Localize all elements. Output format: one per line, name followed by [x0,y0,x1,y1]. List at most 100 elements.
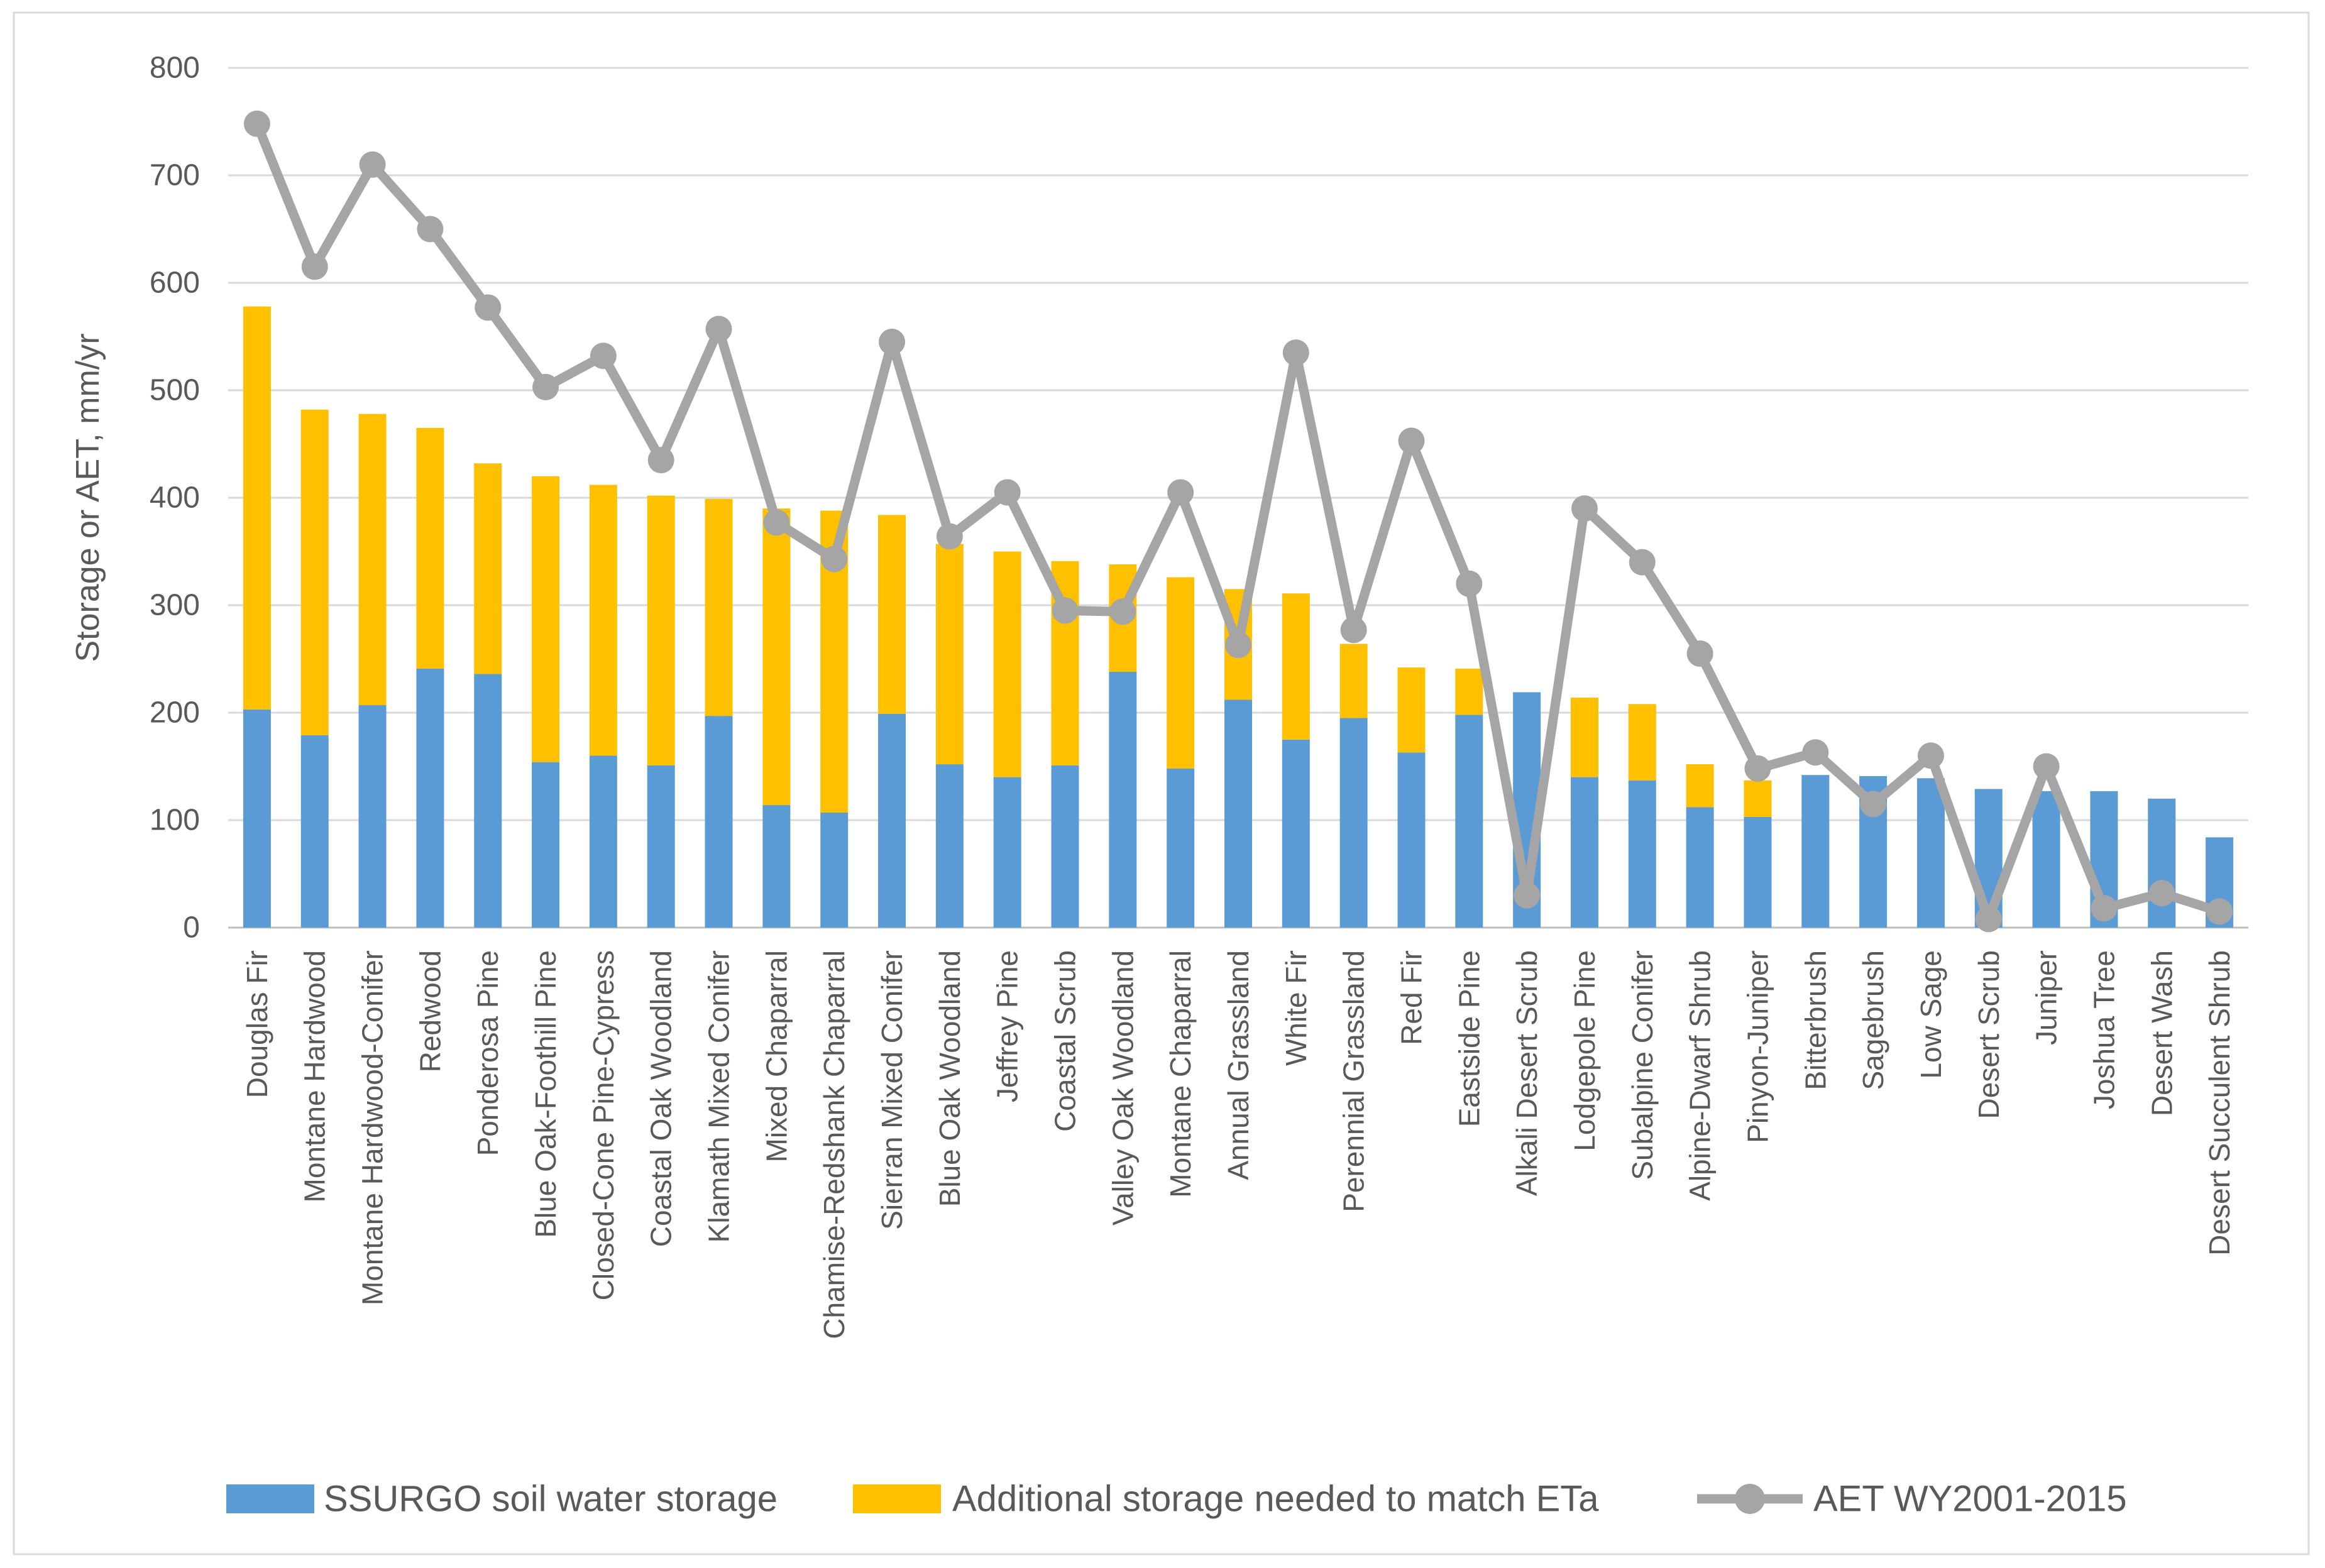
legend-item-aet: AET WY2001-2015 [1697,1479,2127,1520]
bar-ssurgo-31 [2032,791,2060,928]
bar-additional-8 [705,498,733,716]
aet-point-6 [590,343,617,370]
aet-point-8 [705,315,732,343]
legend-item-additional-label: Additional storage needed to match ETa [952,1479,1599,1520]
aet-point-20 [1398,427,1425,454]
x-category-label-4: Ponderosa Pine [471,950,504,1156]
aet-point-33 [2148,880,2175,907]
y-axis-title: Storage or AET, mm/yr [70,333,106,662]
bar-ssurgo-8 [705,716,733,928]
bar-additional-20 [1397,667,1426,753]
bar-ssurgo-19 [1339,718,1368,928]
y-tick-label-700: 700 [150,159,200,192]
aet-point-4 [475,294,502,321]
x-category-label-21: Eastside Pine [1453,950,1485,1127]
bar-additional-1 [300,409,329,735]
bar-ssurgo-26 [1744,816,1772,928]
aet-point-1 [301,253,328,280]
x-category-label-34: Desert Succulent Shrub [2203,950,2236,1256]
bar-ssurgo-24 [1628,780,1656,928]
bar-additional-12 [935,544,964,765]
aet-point-29 [1917,742,1944,769]
bar-additional-23 [1570,698,1598,777]
bar-ssurgo-33 [2148,798,2176,928]
aet-point-34 [2206,898,2233,925]
bar-additional-4 [474,463,502,674]
bar-additional-25 [1686,764,1714,808]
x-category-label-26: Pinyon-Juniper [1741,950,1774,1143]
bar-ssurgo-6 [589,755,617,928]
bar-additional-13 [993,551,1021,777]
bar-ssurgo-27 [1801,775,1830,928]
aet-point-21 [1456,570,1483,597]
aet-point-18 [1282,339,1309,366]
aet-point-23 [1571,495,1598,522]
x-category-label-29: Low Sage [1915,950,1947,1079]
bar-additional-24 [1628,704,1656,781]
bar-additional-11 [878,515,906,714]
y-tick-label-0: 0 [183,911,200,945]
aet-point-16 [1167,479,1194,506]
aet-point-5 [532,373,559,400]
x-category-label-30: Desert Scrub [1972,950,2005,1119]
x-category-label-6: Closed-Cone Pine-Cypress [587,950,620,1300]
x-category-label-28: Sagebrush [1857,950,1889,1090]
x-category-label-19: Perennial Grassland [1338,950,1370,1212]
x-category-label-3: Redwood [414,950,446,1072]
bar-additional-16 [1167,577,1195,769]
aet-point-26 [1744,755,1771,782]
x-category-label-1: Montane Hardwood [299,950,331,1202]
bar-ssurgo-5 [532,762,560,928]
x-category-label-7: Coastal Oak Woodland [645,950,678,1247]
aet-point-13 [994,479,1021,506]
x-category-label-10: Chamise-Redshank Chaparral [818,950,850,1339]
legend-item-aet-marker-icon [1735,1484,1765,1514]
bar-additional-9 [762,508,791,806]
bar-ssurgo-15 [1109,672,1137,928]
x-category-label-32: Joshua Tree [2087,950,2120,1109]
x-category-label-17: Annual Grassland [1222,950,1255,1180]
x-category-label-13: Jeffrey Pine [991,950,1024,1102]
bar-ssurgo-20 [1397,752,1426,928]
bar-ssurgo-13 [993,777,1021,928]
y-tick-label-800: 800 [150,52,200,85]
x-category-label-12: Blue Oak Woodland [933,950,966,1207]
bar-ssurgo-17 [1224,699,1252,928]
x-category-label-2: Montane Hardwood-Conifer [356,950,389,1305]
bar-ssurgo-0 [243,709,271,928]
bar-additional-3 [416,427,444,669]
bar-ssurgo-2 [358,705,387,928]
x-category-label-8: Klamath Mixed Conifer [703,950,735,1242]
aet-point-11 [879,329,906,356]
bar-ssurgo-25 [1686,807,1714,928]
bar-additional-5 [532,476,560,762]
aet-point-24 [1629,549,1656,576]
aet-point-32 [2091,895,2118,922]
y-tick-label-200: 200 [150,696,200,730]
aet-point-10 [821,546,848,573]
bar-ssurgo-16 [1167,768,1195,928]
legend-item-additional-swatch-icon [853,1484,941,1513]
aet-point-28 [1860,791,1887,818]
figure-border [13,11,2310,1555]
bar-ssurgo-1 [300,735,329,928]
bar-additional-0 [243,306,271,710]
x-category-label-9: Mixed Chaparral [760,950,793,1162]
x-category-label-14: Coastal Scrub [1049,950,1082,1132]
y-tick-label-100: 100 [150,804,200,837]
x-category-label-27: Bitterbrush [1799,950,1832,1090]
x-category-label-16: Montane Chaparral [1164,950,1197,1198]
y-tick-label-300: 300 [150,589,200,622]
bar-ssurgo-23 [1570,777,1598,928]
aet-point-19 [1340,617,1367,644]
bar-ssurgo-12 [935,764,964,928]
x-category-label-25: Alpine-Dwarf Shrub [1684,950,1717,1201]
bar-ssurgo-29 [1916,778,1945,928]
aet-point-17 [1225,632,1251,659]
bar-additional-7 [647,495,675,765]
bar-ssurgo-4 [474,674,502,928]
x-category-label-11: Sierran Mixed Conifer [876,950,908,1230]
aet-point-22 [1514,882,1541,909]
